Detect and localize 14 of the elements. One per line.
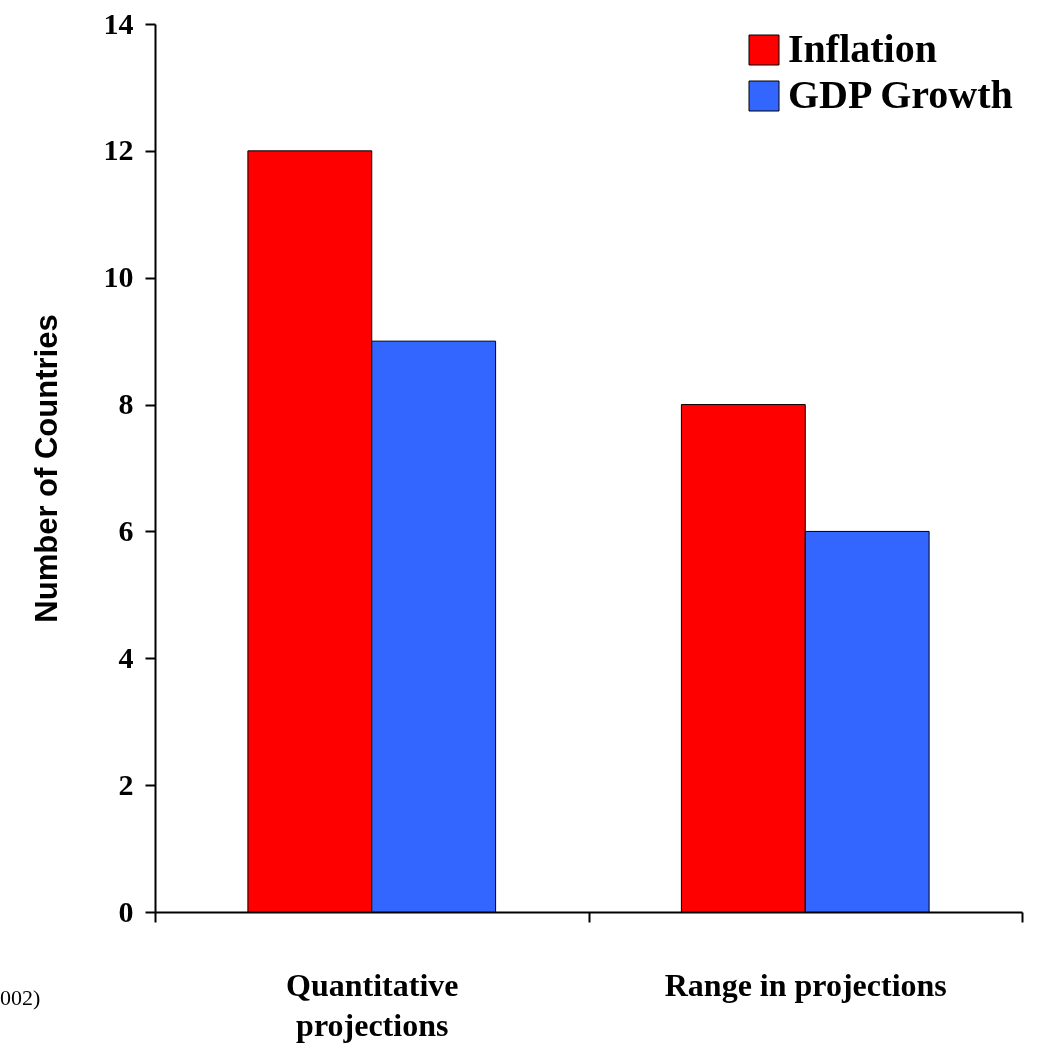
y-tick-label: 14 <box>103 6 134 40</box>
y-tick-label: 10 <box>103 260 134 294</box>
y-tick-label: 2 <box>118 767 134 801</box>
y-axis-title: Number of Countries <box>28 314 64 623</box>
text: 002) <box>0 985 41 1011</box>
y-tick-label: 4 <box>118 640 134 674</box>
y-tick-label: 6 <box>118 513 134 547</box>
y-tick-label: 8 <box>118 387 134 421</box>
x-tick-label: Range in projections <box>664 966 947 1003</box>
legend-label: GDP Growth <box>788 72 1013 117</box>
y-tick-label: 12 <box>103 133 134 167</box>
x-tick-label: Quantitative projections <box>286 966 459 1043</box>
legend-label: Inflation <box>788 26 937 71</box>
y-tick-label: 0 <box>118 894 134 928</box>
